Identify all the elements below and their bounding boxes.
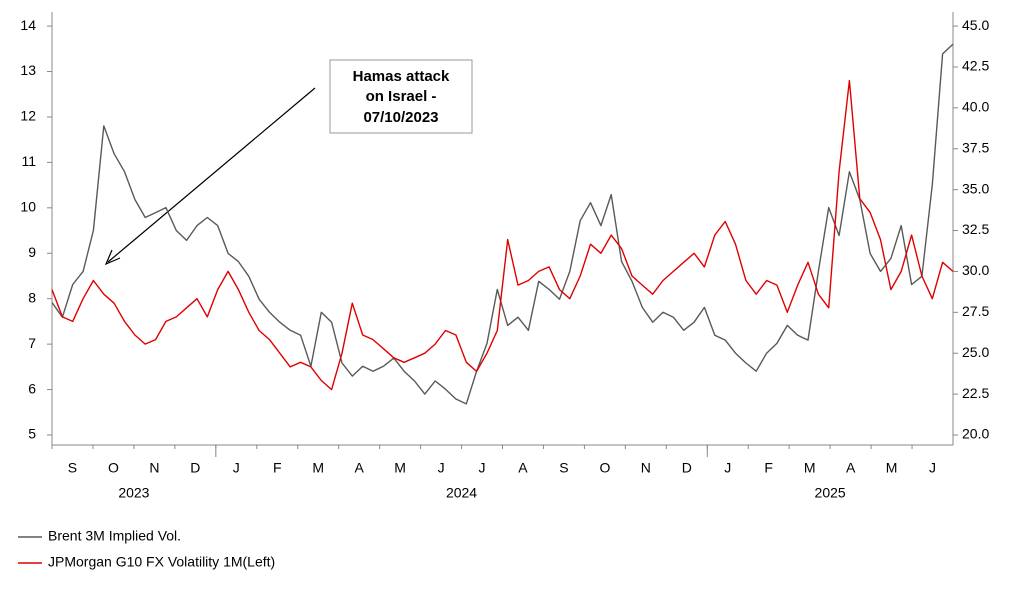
x-tick-label: S [68, 460, 77, 476]
y2-tick-label: 27.5 [962, 303, 989, 319]
y2-tick-label: 37.5 [962, 139, 989, 155]
legend-label: Brent 3M Implied Vol. [48, 528, 181, 544]
x-tick-label: J [233, 460, 240, 476]
y-tick-label: 12 [20, 108, 36, 124]
x-tick-label: J [479, 460, 486, 476]
y2-tick-label: 20.0 [962, 426, 989, 442]
x-tick-label: J [724, 460, 731, 476]
y-tick-label: 13 [20, 62, 36, 78]
year-label: 2023 [118, 485, 149, 501]
x-tick-label: J [929, 460, 936, 476]
x-tick-label: M [886, 460, 898, 476]
y-tick-label: 14 [20, 17, 36, 33]
y-tick-label: 7 [28, 335, 36, 351]
x-tick-label: A [354, 460, 364, 476]
x-tick-label: F [273, 460, 282, 476]
x-tick-label: M [394, 460, 406, 476]
x-tick-label: J [438, 460, 445, 476]
y-tick-label: 9 [28, 244, 36, 260]
year-label: 2025 [815, 485, 846, 501]
y-tick-label: 11 [21, 153, 36, 169]
x-tick-label: N [641, 460, 651, 476]
x-tick-label: A [846, 460, 856, 476]
y2-tick-label: 30.0 [962, 262, 989, 278]
x-tick-label: S [559, 460, 568, 476]
x-tick-label: O [108, 460, 119, 476]
y2-tick-label: 32.5 [962, 221, 989, 237]
x-tick-label: F [764, 460, 773, 476]
legend-label: JPMorgan G10 FX Volatility 1M(Left) [48, 554, 275, 570]
x-tick-label: D [190, 460, 200, 476]
annotation-box [329, 59, 473, 134]
y-tick-label: 8 [28, 289, 36, 305]
x-tick-label: N [149, 460, 159, 476]
series-line [51, 43, 954, 405]
y2-tick-label: 35.0 [962, 180, 989, 196]
y2-tick-label: 40.0 [962, 99, 989, 115]
x-tick-label: A [518, 460, 528, 476]
arrow-head [104, 249, 121, 266]
x-tick-label: M [804, 460, 816, 476]
annotation-text: on Israel - [366, 88, 437, 105]
y-tick-label: 5 [28, 426, 36, 442]
series-line [51, 79, 954, 391]
x-tick-label: M [312, 460, 324, 476]
y2-tick-label: 42.5 [962, 58, 989, 74]
y2-tick-label: 22.5 [962, 385, 989, 401]
y2-tick-label: 45.0 [962, 17, 989, 33]
y2-tick-label: 25.0 [962, 344, 989, 360]
annotation-text: 07/10/2023 [363, 109, 438, 126]
y-tick-label: 10 [20, 199, 36, 215]
annotation-text: Hamas attack [353, 68, 450, 85]
annotation-arrow [107, 87, 316, 263]
y-tick-label: 6 [28, 380, 36, 396]
year-label: 2024 [446, 485, 477, 501]
x-tick-label: O [599, 460, 610, 476]
x-tick-label: D [682, 460, 692, 476]
